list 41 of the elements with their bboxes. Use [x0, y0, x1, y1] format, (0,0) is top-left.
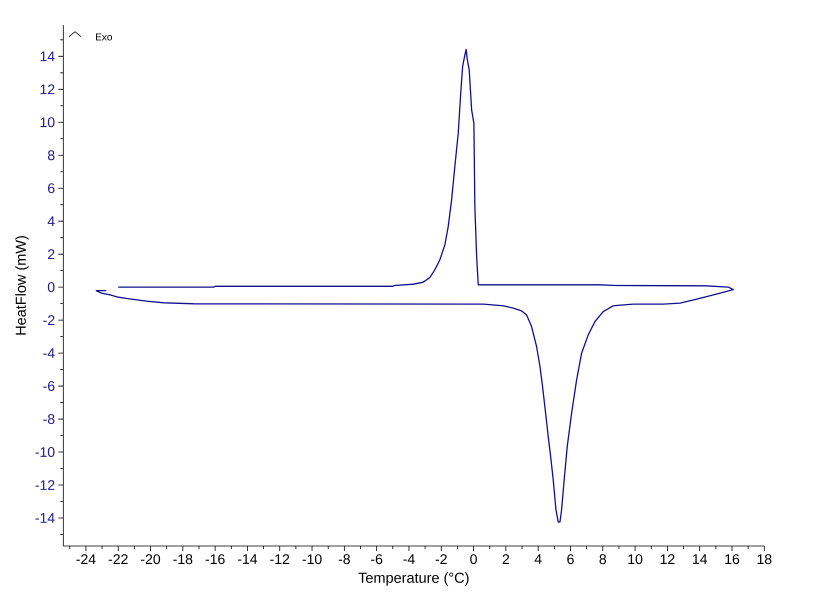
x-tick-label: 6: [567, 554, 574, 564]
x-tick-label: -16: [206, 554, 225, 564]
y-tick-label: -12: [35, 480, 54, 490]
y-tick-label: 12: [40, 84, 54, 94]
x-tick-label: 4: [534, 554, 542, 564]
y-tick-label: 10: [40, 117, 55, 128]
x-tick-label: -4: [403, 554, 415, 564]
y-tick-label: -8: [43, 414, 54, 424]
x-tick-label: 16: [725, 554, 740, 564]
x-tick-label: -20: [141, 554, 160, 564]
x-tick-label: 8: [600, 554, 606, 564]
y-tick-label: 8: [48, 150, 54, 160]
y-tick-label: 2: [48, 249, 54, 260]
y-tick-label: -6: [43, 381, 54, 392]
line-series: [96, 48, 734, 523]
x-tick-label: 2: [502, 554, 510, 564]
y-tick-label: -2: [43, 315, 54, 326]
x-tick-label: 10: [628, 554, 642, 564]
y-tick-label: -10: [35, 447, 55, 457]
y-tick-label: 6: [48, 183, 54, 194]
x-axis-title: Temperature (°C): [358, 572, 469, 586]
x-tick-label: -12: [270, 554, 290, 564]
x-tick-label: -24: [76, 554, 96, 564]
x-tick-label: -18: [173, 554, 192, 564]
x-tick-label: -14: [238, 554, 258, 564]
x-tick-label: -6: [371, 554, 382, 564]
y-tick-label: 4: [48, 216, 55, 226]
x-tick-label: -2: [436, 554, 447, 564]
annotation: Exo: [96, 34, 112, 40]
x-tick-label: -8: [338, 554, 350, 564]
y-tick-label: -4: [43, 348, 55, 358]
x-tick-label: 0: [470, 554, 477, 564]
x-tick-label: -10: [302, 554, 322, 564]
y-tick-label: -14: [35, 513, 55, 523]
x-tick-label: -22: [108, 554, 128, 564]
y-tick-label: 0: [48, 282, 55, 292]
x-tick-label: 12: [660, 554, 674, 564]
y-tick-label: 14: [40, 52, 55, 62]
y-axis-title: HeatFlow (mW): [15, 236, 29, 335]
x-tick-label: 18: [758, 554, 772, 564]
x-tick-label: 14: [692, 554, 708, 564]
